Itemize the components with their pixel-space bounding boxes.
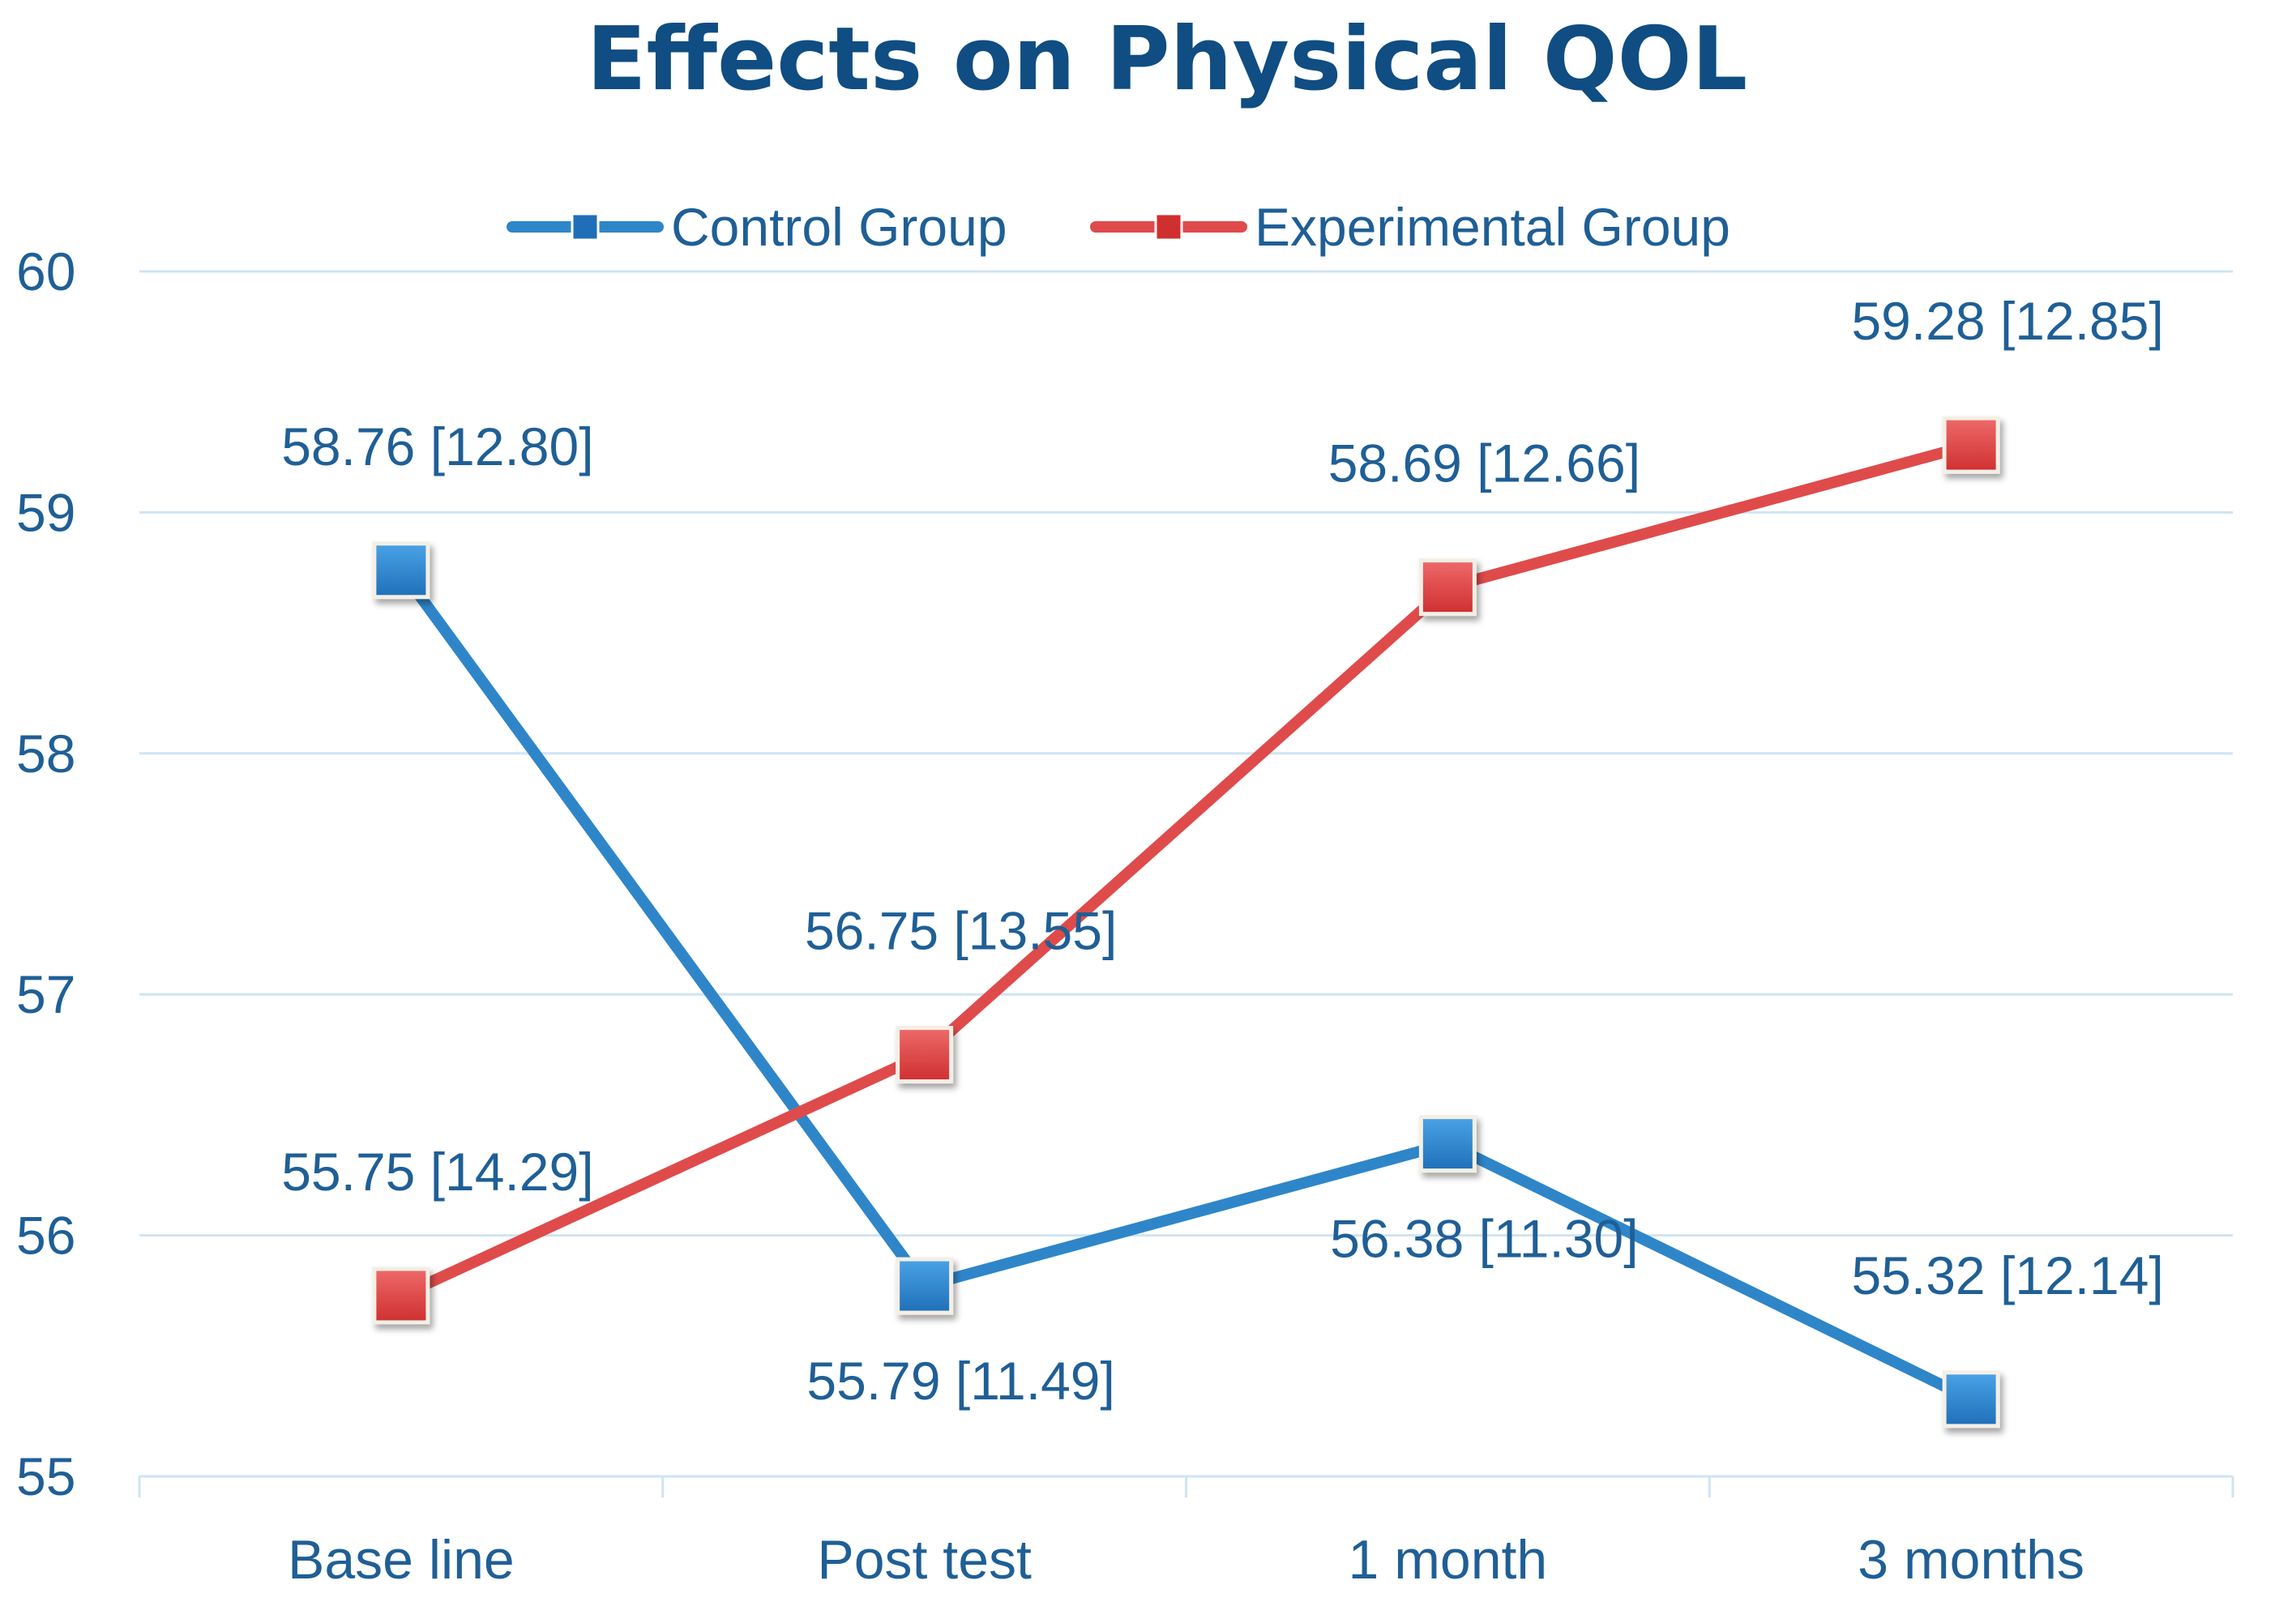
legend-item: Control Group <box>507 197 1007 257</box>
legend-label: Control Group <box>671 197 1007 257</box>
data-label: 55.79 [11.49] <box>806 1351 1114 1411</box>
data-label: 55.75 [14.29] <box>281 1142 593 1202</box>
y-tick-label: 59 <box>16 482 75 542</box>
y-tick-label: 56 <box>16 1206 75 1266</box>
data-point <box>372 1266 430 1325</box>
legend-item: Experimental Group <box>1090 197 1730 257</box>
x-tick-label: Post test <box>817 1529 1032 1591</box>
y-tick-label: 55 <box>16 1446 75 1506</box>
data-point <box>896 1026 954 1084</box>
y-axis-ticks: 55 56 57 58 59 60 <box>16 241 75 1506</box>
y-tick-label: 58 <box>16 724 75 784</box>
x-tick-label: 1 month <box>1349 1529 1548 1591</box>
data-label: 59.28 [12.85] <box>1851 291 2163 351</box>
data-label: 58.69 [12.66] <box>1328 434 1640 493</box>
data-point <box>1942 416 2000 474</box>
y-tick-label: 57 <box>16 964 75 1024</box>
grid <box>138 270 2234 1497</box>
data-label: 58.76 [12.80] <box>281 416 593 476</box>
series-layer <box>372 416 2000 1429</box>
x-tick-label: Base line <box>288 1529 515 1591</box>
chart-title: Effects on Physical QOL <box>587 9 1747 110</box>
x-axis-ticks: Base line Post test 1 month 3 months <box>288 1529 2084 1591</box>
series-1 <box>372 416 2000 1325</box>
legend-label: Experimental Group <box>1255 197 1730 257</box>
data-label: 55.32 [12.14] <box>1851 1245 2163 1305</box>
data-point <box>1418 1115 1477 1173</box>
data-point <box>372 541 430 600</box>
x-tick-label: 3 months <box>1858 1529 2084 1591</box>
data-label: 56.75 [13.55] <box>805 901 1117 961</box>
legend-marker <box>1154 212 1183 241</box>
legend-marker <box>571 212 600 241</box>
data-point <box>1942 1370 2000 1429</box>
series-line <box>395 439 1977 1301</box>
series-line <box>395 564 1977 1405</box>
data-point <box>1418 558 1477 617</box>
legend: Control Group Experimental Group <box>507 197 1730 257</box>
data-label: 56.38 [11.30] <box>1330 1209 1638 1269</box>
y-tick-label: 60 <box>16 241 75 301</box>
series-0 <box>372 541 2000 1429</box>
data-labels: 58.76 [12.80] 55.79 [11.49] 56.38 [11.30] 5… <box>281 291 2164 1411</box>
data-point <box>896 1257 954 1315</box>
